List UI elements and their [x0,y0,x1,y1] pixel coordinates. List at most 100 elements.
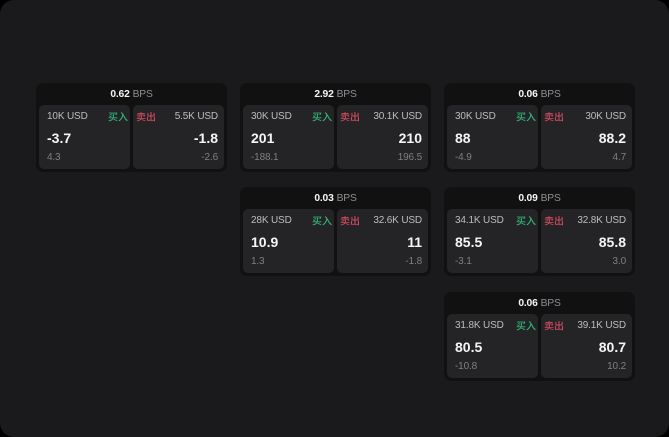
bps-unit-label: BPS [540,88,561,100]
sell-quote-card[interactable]: 30.1K USD 210 196.5 [337,105,428,169]
sell-amount-label: 32.8K USD [577,215,626,226]
sell-delta: 10.2 [607,361,626,372]
sell-meta-row: 5.5K USD [133,111,224,123]
sell-quote-card[interactable]: 39.1K USD 80.7 10.2 [541,314,632,378]
sell-delta: -1.8 [405,256,422,267]
buy-delta: 4.3 [47,152,61,163]
quote-panel: 0.06 BPS 31.8K USD 80.5 -10.8 39.1K USD … [444,292,635,381]
bps-value: 0.06 [518,88,538,100]
sell-meta-row: 32.6K USD [337,215,428,227]
buy-quote-card[interactable]: 31.8K USD 80.5 -10.8 [447,314,538,378]
bps-unit-label: BPS [336,192,357,204]
sell-tag [136,112,156,121]
buy-amount-label: 28K USD [251,215,292,226]
buy-price: -3.7 [47,129,72,146]
panel-header: 0.09 BPS [444,187,635,209]
buy-delta: -188.1 [251,152,279,163]
sell-meta-row: 32.8K USD [541,215,632,227]
bps-unit-label: BPS [132,88,153,100]
buy-meta-row: 10K USD [39,111,130,123]
panel-header: 0.06 BPS [444,292,635,314]
bps-unit-label: BPS [540,297,561,309]
sell-price: -1.8 [193,129,218,146]
quote-cards: 30K USD 88 -4.9 30K USD 88.2 4.7 [447,105,632,169]
buy-quote-card[interactable]: 28K USD 10.9 1.3 [243,209,334,273]
sell-amount-label: 39.1K USD [577,320,626,331]
buy-tag [312,216,332,225]
buy-tag [516,112,536,121]
bps-value: 0.09 [518,192,538,204]
buy-delta: -10.8 [455,361,478,372]
sell-tag [544,321,564,330]
sell-price: 80.7 [598,338,626,355]
quote-panel: 0.09 BPS 34.1K USD 85.5 -3.1 32.8K USD 8… [444,187,635,276]
sell-quote-card[interactable]: 30K USD 88.2 4.7 [541,105,632,169]
sell-meta-row: 30.1K USD [337,111,428,123]
sell-delta: 196.5 [397,152,422,163]
buy-meta-row: 30K USD [243,111,334,123]
buy-amount-label: 30K USD [251,111,292,122]
quote-cards: 30K USD 201 -188.1 30.1K USD 210 196.5 [243,105,428,169]
buy-tag [312,112,332,121]
sell-amount-label: 32.6K USD [373,215,422,226]
sell-price: 11 [407,233,422,250]
bps-unit-label: BPS [540,192,561,204]
bps-value: 0.03 [314,192,334,204]
buy-meta-row: 28K USD [243,215,334,227]
sell-quote-card[interactable]: 32.8K USD 85.8 3.0 [541,209,632,273]
sell-price: 210 [398,129,422,146]
quote-panel: 2.92 BPS 30K USD 201 -188.1 30.1K USD 21… [240,83,431,172]
sell-tag [544,112,564,121]
sell-quote-card[interactable]: 32.6K USD 11 -1.8 [337,209,428,273]
sell-meta-row: 39.1K USD [541,320,632,332]
quote-panel: 0.06 BPS 30K USD 88 -4.9 30K USD 88.2 4.… [444,83,635,172]
buy-price: 88 [455,129,471,146]
quote-cards: 31.8K USD 80.5 -10.8 39.1K USD 80.7 10.2 [447,314,632,378]
bps-value: 2.92 [314,88,334,100]
buy-price: 85.5 [455,233,483,250]
buy-amount-label: 10K USD [47,111,88,122]
sell-price: 85.8 [598,233,626,250]
sell-amount-label: 5.5K USD [174,111,218,122]
panel-header: 0.03 BPS [240,187,431,209]
buy-quote-card[interactable]: 30K USD 201 -188.1 [243,105,334,169]
sell-tag [340,112,360,121]
quote-panel: 0.03 BPS 28K USD 10.9 1.3 32.6K USD 11 -… [240,187,431,276]
panel-header: 0.06 BPS [444,83,635,105]
buy-price: 80.5 [455,338,483,355]
buy-tag [108,112,128,121]
sell-price: 88.2 [598,129,626,146]
buy-meta-row: 31.8K USD [447,320,538,332]
sell-meta-row: 30K USD [541,111,632,123]
sell-delta: 3.0 [612,256,627,267]
panel-header: 2.92 BPS [240,83,431,105]
buy-quote-card[interactable]: 34.1K USD 85.5 -3.1 [447,209,538,273]
bps-value: 0.62 [110,88,130,100]
buy-tag [516,321,536,330]
quote-cards: 10K USD -3.7 4.3 5.5K USD -1.8 -2.6 [39,105,224,169]
buy-meta-row: 34.1K USD [447,215,538,227]
bps-value: 0.06 [518,297,538,309]
quote-cards: 28K USD 10.9 1.3 32.6K USD 11 -1.8 [243,209,428,273]
sell-amount-label: 30.1K USD [373,111,422,122]
buy-tag [516,216,536,225]
sell-delta: 4.7 [612,152,627,163]
sell-quote-card[interactable]: 5.5K USD -1.8 -2.6 [133,105,224,169]
buy-quote-card[interactable]: 10K USD -3.7 4.3 [39,105,130,169]
buy-price: 10.9 [251,233,279,250]
quote-cards: 34.1K USD 85.5 -3.1 32.8K USD 85.8 3.0 [447,209,632,273]
sell-tag [544,216,564,225]
buy-amount-label: 34.1K USD [455,215,504,226]
bps-unit-label: BPS [336,88,357,100]
sell-tag [340,216,360,225]
sell-delta: -2.6 [201,152,218,163]
buy-amount-label: 31.8K USD [455,320,504,331]
panel-header: 0.62 BPS [36,83,227,105]
buy-quote-card[interactable]: 30K USD 88 -4.9 [447,105,538,169]
buy-delta: -4.9 [455,152,472,163]
buy-amount-label: 30K USD [455,111,496,122]
quote-panel: 0.62 BPS 10K USD -3.7 4.3 5.5K USD -1.8 … [36,83,227,172]
buy-delta: 1.3 [251,256,265,267]
sell-amount-label: 30K USD [585,111,626,122]
